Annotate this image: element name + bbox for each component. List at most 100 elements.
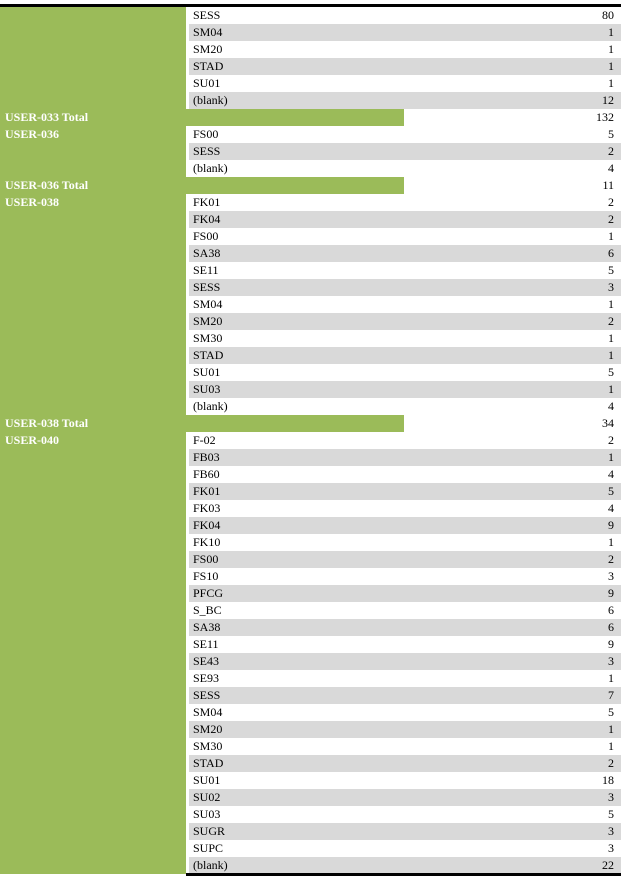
user-label: USER-038 [0, 194, 186, 211]
count-value: 1 [608, 297, 614, 311]
total-value: 132 [596, 110, 614, 124]
transaction-code: SM30 [193, 331, 223, 345]
transaction-code: (blank) [193, 93, 228, 107]
transaction-code: FK04 [193, 212, 221, 226]
table-row: FK01 5 [0, 483, 621, 500]
row-band [189, 517, 621, 534]
user-label [0, 279, 186, 296]
table-row: SE93 1 [0, 670, 621, 687]
total-label: USER-038 Total [0, 415, 186, 432]
user-label [0, 857, 186, 874]
count-value: 1 [608, 42, 614, 56]
count-value: 1 [608, 535, 614, 549]
transaction-code: SUPC [193, 841, 224, 855]
table-row: SU03 1 [0, 381, 621, 398]
table-row: FS00 1 [0, 228, 621, 245]
count-value: 1 [608, 739, 614, 753]
transaction-code: SU03 [193, 807, 221, 821]
table-row: SM20 1 [0, 41, 621, 58]
pivot-table: SESS 80 SM04 1 SM20 1 STAD 1 SU01 1 (blank) 12 USER-… [0, 7, 621, 874]
user-label: USER-040 [0, 432, 186, 449]
total-fill [186, 109, 404, 126]
total-label: USER-033 Total [0, 109, 186, 126]
transaction-code: S_BC [193, 603, 222, 617]
user-label [0, 568, 186, 585]
transaction-code: SE11 [193, 263, 219, 277]
transaction-code [189, 415, 406, 432]
row-band [189, 619, 621, 636]
transaction-code: PFCG [193, 586, 224, 600]
total-value: 11 [602, 178, 614, 192]
row-band [189, 721, 621, 738]
user-label [0, 449, 186, 466]
transaction-code: SU01 [193, 773, 221, 787]
transaction-code: SESS [193, 144, 221, 158]
transaction-code: FS00 [193, 552, 219, 566]
total-row: USER-038 Total 34 [0, 415, 621, 432]
total-row: USER-036 Total 11 [0, 177, 621, 194]
user-label [0, 806, 186, 823]
table-row: SU03 5 [0, 806, 621, 823]
user-label [0, 262, 186, 279]
count-value: 4 [608, 501, 614, 515]
transaction-code: (blank) [193, 858, 228, 872]
count-value: 3 [608, 569, 614, 583]
count-value: 2 [608, 756, 614, 770]
user-label [0, 500, 186, 517]
count-value: 12 [602, 93, 614, 107]
transaction-code: FB03 [193, 450, 220, 464]
transaction-code: SU01 [193, 76, 221, 90]
table-row: FK04 9 [0, 517, 621, 534]
count-value: 1 [608, 229, 614, 243]
count-value: 1 [608, 382, 614, 396]
table-row: SA38 6 [0, 619, 621, 636]
row-band [189, 24, 621, 41]
transaction-code: (blank) [193, 399, 228, 413]
transaction-code: SESS [193, 280, 221, 294]
total-fill [186, 177, 404, 194]
user-label [0, 245, 186, 262]
count-value: 1 [608, 76, 614, 90]
user-label [0, 687, 186, 704]
count-value: 5 [608, 705, 614, 719]
user-label [0, 466, 186, 483]
user-label [0, 160, 186, 177]
table-row: STAD 1 [0, 347, 621, 364]
transaction-code: SA38 [193, 620, 221, 634]
user-label [0, 755, 186, 772]
user-label [0, 823, 186, 840]
user-label [0, 296, 186, 313]
user-label [0, 602, 186, 619]
table-row: FK10 1 [0, 534, 621, 551]
user-label [0, 75, 186, 92]
count-value: 3 [608, 824, 614, 838]
count-value: 4 [608, 467, 614, 481]
count-value: 5 [608, 484, 614, 498]
user-label [0, 619, 186, 636]
transaction-code: SA38 [193, 246, 221, 260]
table-row: SM04 1 [0, 24, 621, 41]
transaction-code: STAD [193, 756, 224, 770]
row-band [189, 211, 621, 228]
row-band [189, 585, 621, 602]
user-label [0, 211, 186, 228]
count-value: 1 [608, 348, 614, 362]
transaction-code: FS10 [193, 569, 219, 583]
row-band [189, 449, 621, 466]
transaction-code: SM20 [193, 42, 223, 56]
transaction-code: FB60 [193, 467, 220, 481]
user-label [0, 704, 186, 721]
table-row: SUGR 3 [0, 823, 621, 840]
table-row: SM20 1 [0, 721, 621, 738]
table-row: SE11 5 [0, 262, 621, 279]
count-value: 2 [608, 144, 614, 158]
user-label [0, 517, 186, 534]
table-row: FS10 3 [0, 568, 621, 585]
table-row: SU02 3 [0, 789, 621, 806]
count-value: 2 [608, 314, 614, 328]
count-value: 6 [608, 620, 614, 634]
user-label [0, 772, 186, 789]
row-band [189, 857, 621, 874]
count-value: 1 [608, 722, 614, 736]
count-value: 9 [608, 518, 614, 532]
